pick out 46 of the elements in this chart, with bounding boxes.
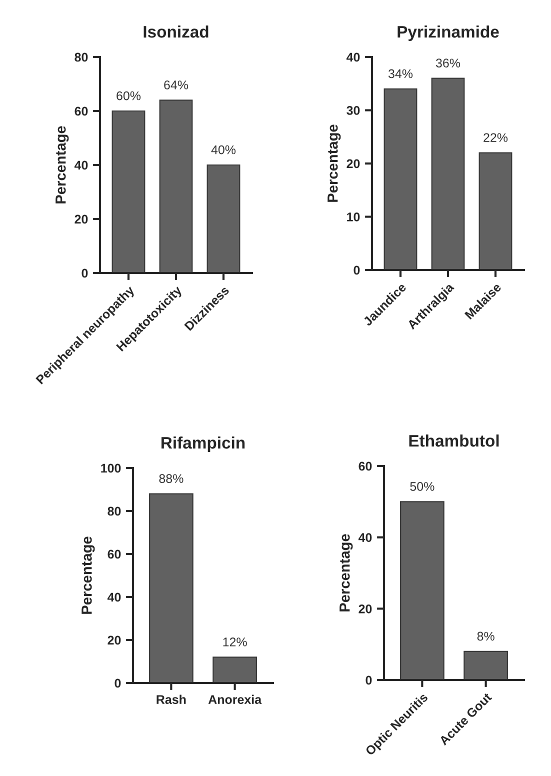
data-label: 40% bbox=[211, 145, 236, 154]
y-tick-label: 60 bbox=[108, 550, 121, 559]
y-tick-label: 0 bbox=[82, 268, 88, 278]
y-axis-title: Percentage bbox=[56, 126, 69, 204]
chart-title: Ethambutol bbox=[409, 434, 499, 447]
y-axis-title: Percentage bbox=[328, 124, 341, 202]
bar bbox=[206, 164, 240, 273]
y-tick-label: 30 bbox=[346, 106, 360, 115]
bar bbox=[159, 100, 193, 273]
y-tick-label: 20 bbox=[346, 159, 360, 168]
y-tick-label: 0 bbox=[366, 676, 372, 685]
chart-title: Pyrizinamide bbox=[398, 25, 499, 42]
data-label: 50% bbox=[410, 482, 434, 491]
y-tick-label: 40 bbox=[358, 533, 372, 542]
y-tick-label: 100 bbox=[101, 464, 121, 473]
y-tick-label: 20 bbox=[74, 214, 88, 224]
data-label: 12% bbox=[223, 638, 247, 646]
bar bbox=[478, 152, 512, 270]
y-tick-label: 0 bbox=[354, 266, 360, 275]
data-label: 8% bbox=[477, 632, 494, 641]
y-axis-title: Percentage bbox=[82, 536, 95, 614]
y-tick-label: 60 bbox=[358, 462, 372, 471]
x-tick-label: Anorexia bbox=[208, 694, 262, 704]
y-tick-label: 40 bbox=[74, 160, 88, 170]
data-label: 36% bbox=[436, 58, 460, 68]
data-label: 22% bbox=[484, 133, 508, 142]
y-tick-label: 80 bbox=[108, 506, 121, 516]
y-tick-label: 20 bbox=[358, 604, 372, 614]
bar bbox=[112, 110, 146, 273]
y-tick-label: 40 bbox=[346, 52, 360, 62]
data-label: 60% bbox=[116, 91, 141, 100]
bar bbox=[431, 78, 465, 270]
x-tick-label: Rash bbox=[156, 694, 186, 704]
y-tick-label: 40 bbox=[107, 592, 121, 602]
y-tick-label: 10 bbox=[347, 212, 360, 222]
y-tick-label: 20 bbox=[108, 636, 121, 645]
chart-title: Isonizad bbox=[144, 25, 208, 38]
y-tick-label: 80 bbox=[74, 52, 88, 62]
chart-title: Rifampicin bbox=[162, 436, 245, 452]
data-label: 64% bbox=[164, 80, 188, 90]
y-tick-label: 60 bbox=[74, 106, 88, 116]
y-axis-title: Percentage bbox=[340, 534, 353, 612]
data-label: 88% bbox=[159, 474, 184, 483]
bar bbox=[384, 88, 418, 270]
y-tick-label: 0 bbox=[114, 678, 121, 688]
data-label: 34% bbox=[388, 69, 413, 78]
